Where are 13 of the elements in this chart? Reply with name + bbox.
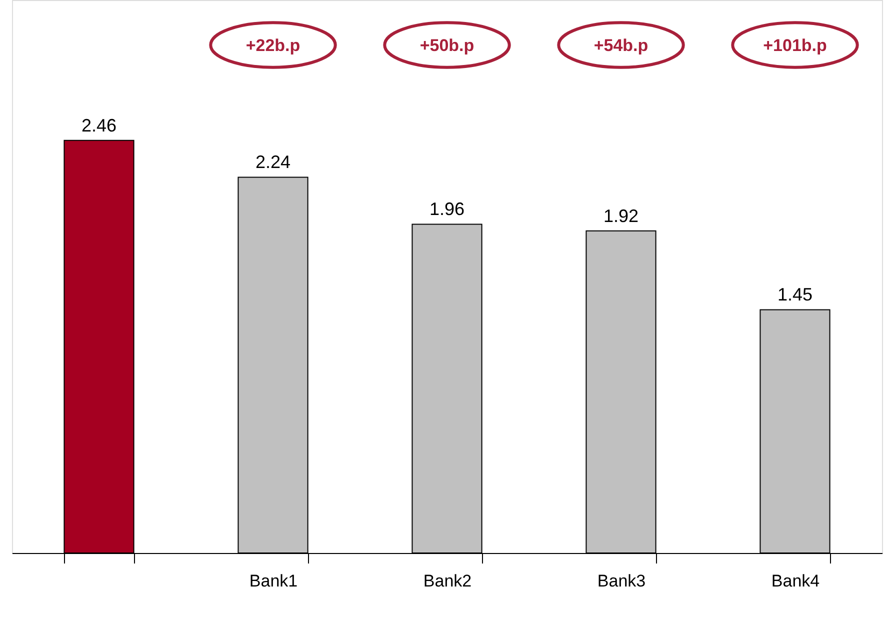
data-label: 1.96: [429, 199, 465, 220]
data-label: 2.46: [81, 115, 117, 136]
data-label: 1.92: [603, 206, 639, 226]
text: +22b.p: [246, 36, 300, 55]
x-tick-label: Bank4: [771, 572, 820, 590]
x-tick-label: Bank1: [249, 572, 298, 590]
data-label: 2.24: [255, 152, 291, 172]
data-label: 1.45: [777, 284, 813, 305]
x-tick-label: Bank3: [597, 572, 646, 590]
text: +101b.p: [763, 36, 827, 55]
x-tick-label: Bank2: [423, 572, 472, 590]
text: +50b.p: [420, 36, 474, 55]
text: +54b.p: [594, 36, 648, 55]
